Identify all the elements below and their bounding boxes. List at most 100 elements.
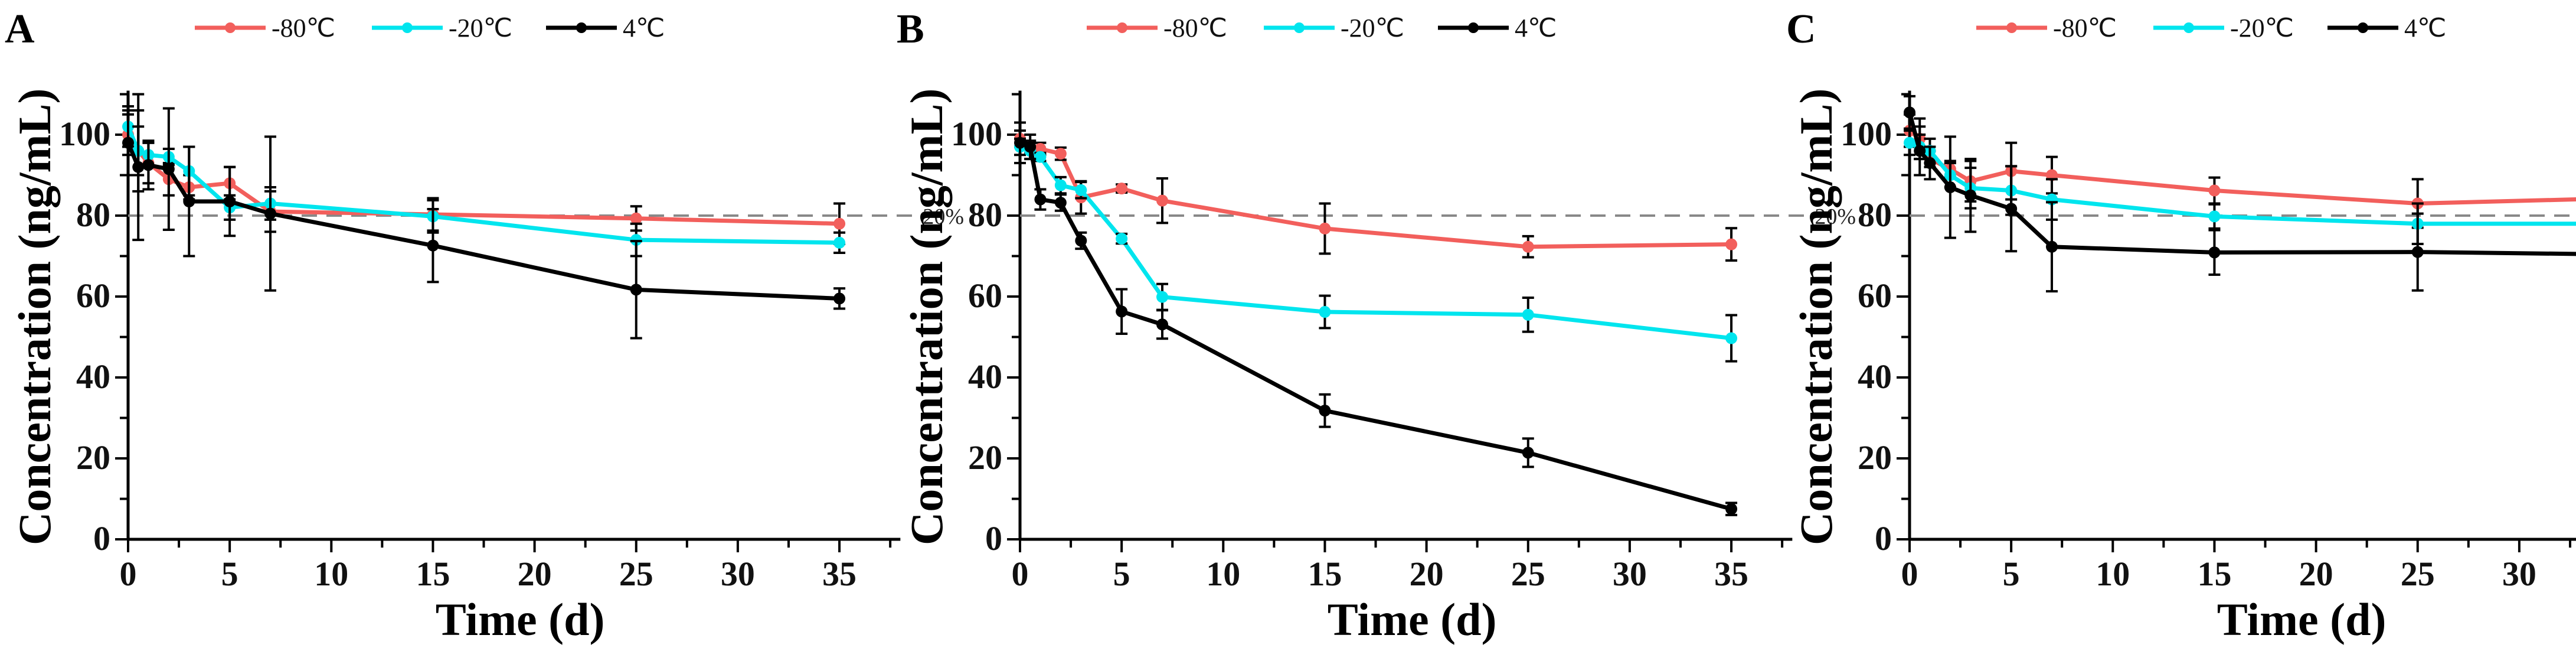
data-point (2411, 246, 2424, 258)
x-tick-label: 15 (2197, 555, 2231, 593)
panel-label: B (897, 6, 924, 52)
y-axis-title: Concentration (ng/mL) (9, 89, 60, 545)
legend-swatch-marker (2183, 22, 2194, 33)
data-point (1914, 145, 1926, 157)
legend-label: 4℃ (1515, 14, 1557, 43)
panel-b: B 0 20 40 60 80 100 0 5 10 15 20 25 30 35 Time (d) Conce… (897, 6, 1856, 645)
legend-swatch-marker (402, 22, 413, 33)
series-line (1907, 112, 2576, 256)
data-point (1522, 447, 1534, 459)
data-point (2046, 240, 2058, 253)
data-point (1034, 193, 1047, 206)
legend-label: -80℃ (2053, 14, 2117, 43)
y-tick-label: 100 (59, 115, 110, 153)
x-tick-label: 10 (1206, 555, 1240, 593)
data-point (1156, 318, 1169, 331)
x-tick-label: 10 (314, 555, 348, 593)
data-point (1116, 233, 1128, 245)
legend-item: -20℃ (2153, 14, 2294, 43)
legend-item: -20℃ (1264, 14, 1404, 43)
x-tick-label: 10 (2096, 555, 2130, 593)
y-tick-label: 40 (968, 357, 1002, 396)
y-tick-label: 80 (1858, 196, 1892, 234)
legend-label: -80℃ (272, 14, 335, 43)
data-point (1944, 181, 1956, 194)
legend-label: -20℃ (449, 14, 512, 43)
series-1 (1904, 129, 2576, 245)
y-tick-label: 100 (951, 115, 1002, 153)
data-point (1014, 136, 1026, 149)
data-point (833, 236, 846, 249)
data-point (1054, 197, 1067, 209)
data-point (1725, 238, 1738, 250)
reference-line-label: 20% (1815, 204, 1856, 229)
y-tick-label: 20 (1858, 438, 1892, 477)
data-point (183, 196, 195, 208)
data-point (1319, 222, 1331, 235)
series-line (1019, 141, 1732, 511)
y-axis-title: Concentration (ng/mL) (901, 89, 952, 545)
reference-line-label: 20% (923, 204, 964, 229)
data-point (630, 212, 642, 224)
data-point (264, 207, 277, 220)
x-tick-label: 0 (1901, 555, 1918, 593)
y-tick-label: 100 (1841, 115, 1892, 153)
legend-swatch-marker (1468, 22, 1479, 33)
data-point (2208, 184, 2221, 197)
data-point (1034, 151, 1047, 163)
x-tick-label: 5 (1113, 555, 1130, 593)
data-point (1156, 194, 1169, 207)
data-point (833, 217, 846, 230)
data-point (630, 234, 642, 246)
data-point (833, 292, 846, 305)
legend-swatch-marker (225, 22, 236, 33)
data-point (1075, 235, 1087, 247)
legend-item: -20℃ (372, 14, 512, 43)
data-point (1156, 291, 1169, 303)
y-tick-label: 0 (93, 519, 110, 558)
x-tick-label: 25 (619, 555, 653, 593)
y-tick-label: 60 (1858, 276, 1892, 315)
data-point (1319, 405, 1331, 417)
legend-label: -80℃ (1163, 14, 1227, 43)
data-point (2208, 246, 2221, 259)
y-tick-label: 40 (76, 357, 110, 396)
x-tick-label: 15 (416, 555, 450, 593)
legend-item: -80℃ (1087, 14, 1227, 43)
data-point (142, 159, 155, 171)
legend-label: 4℃ (2404, 14, 2446, 43)
legend-item: 4℃ (1438, 14, 1557, 43)
series-2 (1014, 121, 1738, 516)
data-point (1522, 308, 1534, 321)
data-point (1319, 306, 1331, 318)
data-point (1725, 332, 1738, 344)
legend-label: -20℃ (2230, 14, 2294, 43)
x-axis-title: Time (d) (1328, 594, 1497, 645)
legend-label: -20℃ (1341, 14, 1404, 43)
data-point (1924, 157, 1936, 169)
legend-swatch-marker (1294, 22, 1305, 33)
x-tick-label: 30 (2502, 555, 2536, 593)
y-tick-label: 60 (968, 276, 1002, 315)
x-axis-title: Time (d) (436, 594, 605, 645)
panel-label: A (5, 6, 35, 52)
x-tick-label: 20 (2299, 555, 2333, 593)
data-point (1964, 189, 1977, 201)
legend-swatch-marker (1117, 22, 1127, 33)
panel-c: C02040608010005101520253035Time (d)Conce… (1786, 6, 2576, 645)
data-point (1075, 184, 1087, 196)
x-tick-label: 25 (2401, 555, 2435, 593)
data-point (427, 239, 439, 252)
y-axis-title: Concentration (ng/mL) (1790, 89, 1842, 545)
x-tick-label: 30 (721, 555, 755, 593)
data-point (630, 284, 642, 296)
y-tick-label: 0 (1875, 519, 1892, 558)
x-axis-title: Time (d) (2217, 594, 2387, 645)
series-2 (122, 93, 846, 340)
legend-swatch-marker (576, 22, 587, 33)
legend-swatch-marker (2358, 22, 2368, 33)
data-point (1054, 148, 1067, 160)
data-point (122, 136, 134, 149)
data-point (224, 196, 236, 208)
data-point (1054, 179, 1067, 191)
